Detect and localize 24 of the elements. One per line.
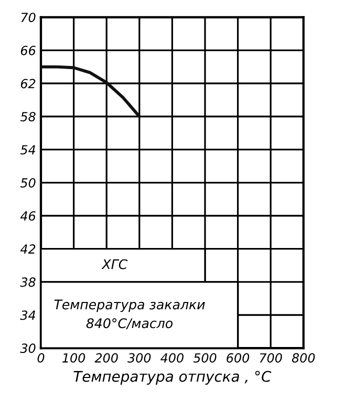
y-tick-label: 58	[20, 112, 36, 122]
x-axis-title: Температура отпуска , °С	[74, 370, 272, 385]
y-tick-label: 54	[20, 145, 36, 154]
x-tick-label: 800	[292, 353, 315, 363]
y-tick-label: 42	[20, 244, 36, 254]
y-tick-label: 70	[21, 12, 36, 22]
x-tick-label: 100	[62, 353, 86, 363]
annotation: ХГС	[101, 259, 128, 270]
y-tick-label: 46	[20, 211, 36, 221]
y-tick-label: 66	[20, 46, 36, 56]
y-tick-label: 30	[20, 344, 36, 354]
x-tick-label: 500	[193, 353, 216, 363]
y-tick-label: 38	[20, 277, 36, 287]
y-tick-label: 62	[20, 78, 36, 88]
x-tick-label: 600	[226, 353, 250, 363]
x-tick-label: 700	[260, 353, 282, 363]
annotation: Температура закалки 840°С/масло	[54, 300, 205, 330]
y-tick-label: 34	[20, 310, 36, 320]
x-tick-label: 200	[94, 353, 118, 363]
line-series	[40, 65, 141, 118]
x-tick-label: 0	[38, 353, 44, 363]
x-tick-label: 300	[127, 353, 151, 363]
y-tick-label: 50	[20, 178, 36, 188]
x-tick-label: 400	[160, 353, 184, 363]
